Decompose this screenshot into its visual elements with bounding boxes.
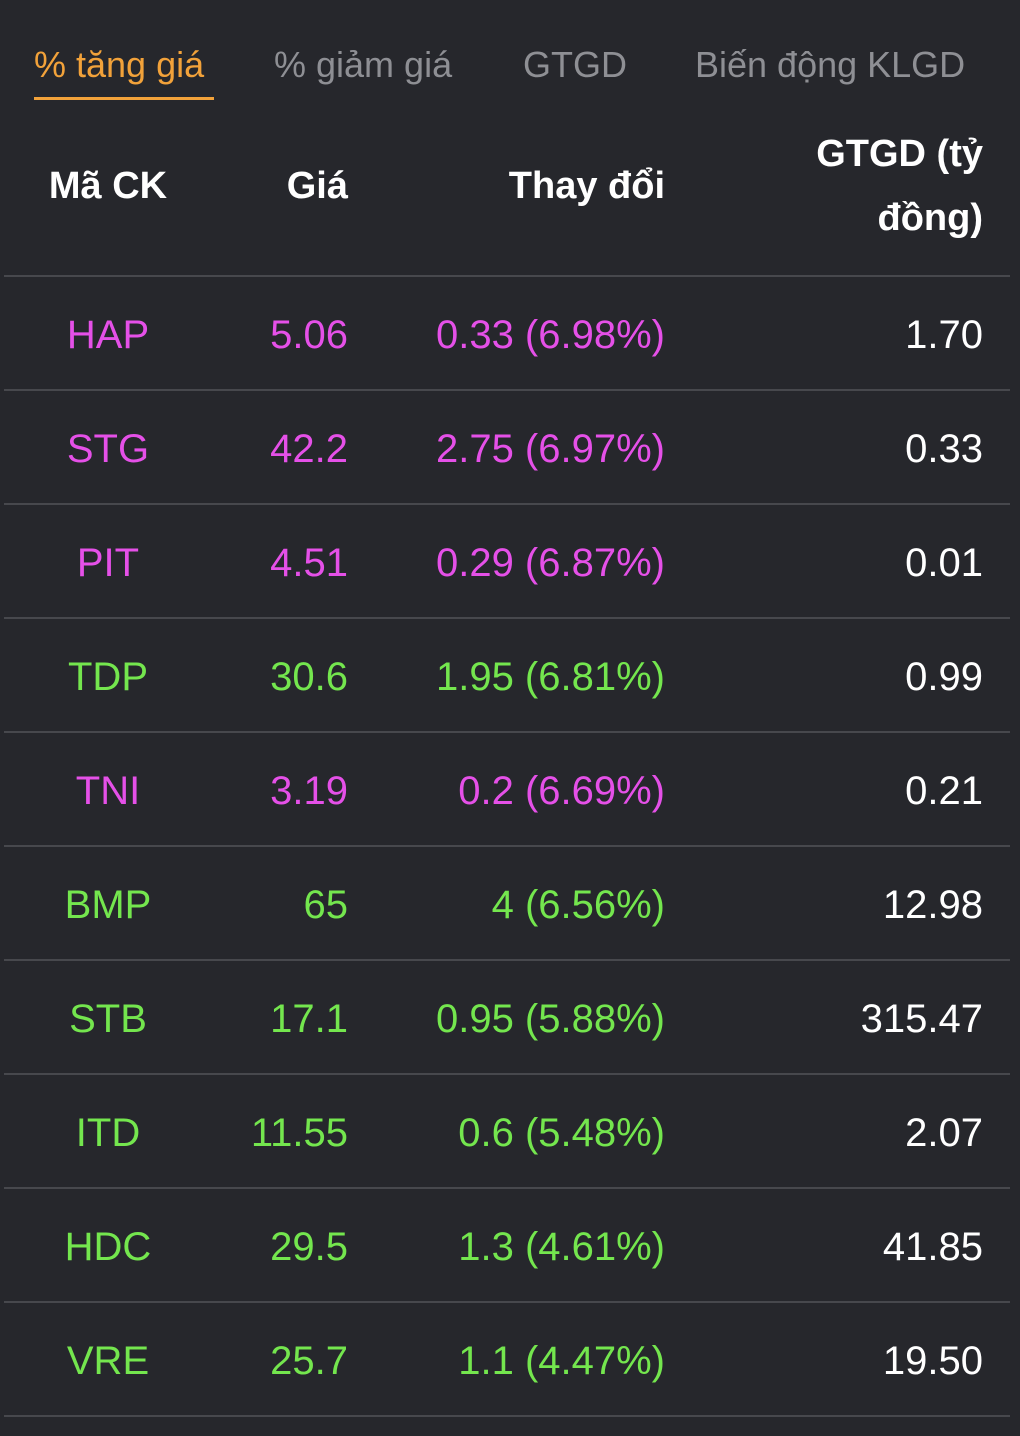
stock-change: 1.95 (6.81%) [435, 655, 665, 699]
stock-price: 25.7 [270, 1339, 348, 1383]
row-divider [4, 1301, 1010, 1303]
stock-price: 65 [303, 883, 349, 927]
table-row[interactable]: VRE 25.7 1.1 (4.47%) 19.50 [0, 1303, 1020, 1417]
stock-code: STG [66, 427, 150, 471]
row-divider [4, 617, 1010, 619]
stock-change: 0.6 (5.48%) [458, 1111, 665, 1155]
stock-trading-value: 0.99 [905, 655, 983, 699]
column-header-code: Mã CK [48, 165, 168, 207]
header-divider [4, 275, 1010, 277]
tab-losers[interactable]: % giảm giá [274, 44, 453, 85]
stock-price: 29.5 [270, 1225, 348, 1269]
stock-change: 0.29 (6.87%) [435, 541, 665, 585]
stock-price: 42.2 [270, 427, 348, 471]
table-row[interactable]: TDP 30.6 1.95 (6.81%) 0.99 [0, 619, 1020, 733]
table-row[interactable]: TNI 3.19 0.2 (6.69%) 0.21 [0, 733, 1020, 847]
stock-change: 1.3 (4.61%) [458, 1225, 665, 1269]
row-divider [4, 1073, 1010, 1075]
stock-change: 1.1 (4.47%) [458, 1339, 665, 1383]
stock-code: ITD [75, 1111, 141, 1155]
stock-code: TDP [68, 655, 148, 699]
tab-bar: % tăng giá % giảm giá GTGD Biến động KLG… [0, 0, 1020, 110]
column-header-change: Thay đổi [508, 165, 665, 207]
stock-trading-value: 0.21 [905, 769, 983, 813]
stock-trading-value: 0.33 [905, 427, 983, 471]
table-row[interactable]: STB 17.1 0.95 (5.88%) 315.47 [0, 961, 1020, 1075]
table-row[interactable]: PIT 4.51 0.29 (6.87%) 0.01 [0, 505, 1020, 619]
column-header-price: Giá [286, 165, 348, 207]
stock-code: STB [69, 997, 147, 1041]
stock-trading-value: 19.50 [882, 1339, 983, 1383]
row-divider [4, 731, 1010, 733]
stock-code: BMP [64, 883, 152, 927]
stock-code: HAP [66, 313, 150, 357]
table-row[interactable]: HDC 29.5 1.3 (4.61%) 41.85 [0, 1189, 1020, 1303]
stock-price: 4.51 [270, 541, 348, 585]
stock-trading-value: 315.47 [860, 997, 983, 1041]
stock-trading-value: 2.07 [905, 1111, 983, 1155]
stock-change: 4 (6.56%) [491, 883, 665, 927]
stock-price: 3.19 [270, 769, 348, 813]
stock-trading-value: 1.70 [905, 313, 983, 357]
tab-volume-change[interactable]: Biến động KLGD [695, 44, 966, 85]
row-divider [4, 845, 1010, 847]
stock-price: 11.55 [250, 1111, 348, 1155]
column-header-value-line1: GTGD (tỷ [816, 133, 983, 175]
stock-price: 17.1 [270, 997, 348, 1041]
stock-change: 0.95 (5.88%) [435, 997, 665, 1041]
column-header-value-line2: đồng) [877, 197, 983, 239]
row-divider [4, 959, 1010, 961]
stock-price: 5.06 [270, 313, 348, 357]
stock-table-body: HAP 5.06 0.33 (6.98%) 1.70 STG 42.2 2.75 (6.97… [0, 277, 1020, 1417]
table-header: Mã CK Giá Thay đổi GTGD (tỷ đồng) [0, 110, 1020, 275]
stock-trading-value: 41.85 [882, 1225, 983, 1269]
active-tab-indicator [34, 97, 214, 100]
stock-change: 0.33 (6.98%) [435, 313, 665, 357]
table-row[interactable]: STG 42.2 2.75 (6.97%) 0.33 [0, 391, 1020, 505]
table-row[interactable]: BMP 65 4 (6.56%) 12.98 [0, 847, 1020, 961]
stock-trading-value: 12.98 [882, 883, 983, 927]
stock-trading-value: 0.01 [905, 541, 983, 585]
stock-code: TNI [75, 769, 141, 813]
row-divider [4, 1415, 1010, 1417]
stock-code: VRE [66, 1339, 150, 1383]
row-divider [4, 1187, 1010, 1189]
stock-change: 2.75 (6.97%) [435, 427, 665, 471]
table-row[interactable]: ITD 11.55 0.6 (5.48%) 2.07 [0, 1075, 1020, 1189]
stock-code: HDC [64, 1225, 152, 1269]
table-row[interactable]: HAP 5.06 0.33 (6.98%) 1.70 [0, 277, 1020, 391]
stock-change: 0.2 (6.69%) [458, 769, 665, 813]
stock-code: PIT [76, 541, 140, 585]
tab-trading-value[interactable]: GTGD [523, 44, 627, 85]
row-divider [4, 503, 1010, 505]
tab-gainers[interactable]: % tăng giá [34, 44, 205, 85]
stock-price: 30.6 [270, 655, 348, 699]
row-divider [4, 389, 1010, 391]
